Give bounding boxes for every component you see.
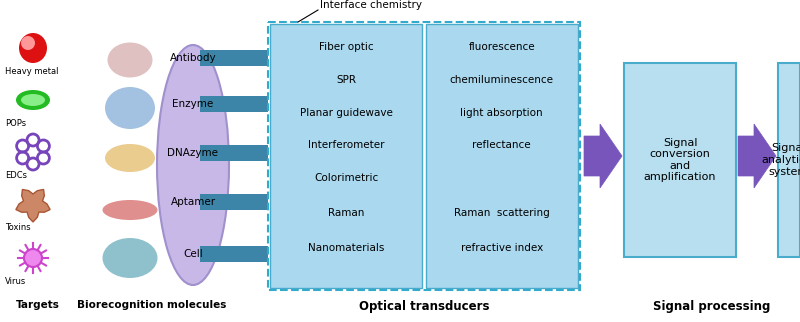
Bar	[270, 24, 422, 288]
Polygon shape	[584, 124, 622, 188]
Bar	[426, 24, 578, 288]
Bar	[200, 50, 268, 66]
Ellipse shape	[105, 87, 155, 129]
Text: reflectance: reflectance	[473, 140, 531, 150]
Text: Optical transducers: Optical transducers	[358, 300, 490, 313]
Text: Interferometer: Interferometer	[308, 140, 385, 150]
Text: Signal processing: Signal processing	[654, 300, 770, 313]
Polygon shape	[738, 124, 776, 188]
Text: Aptamer: Aptamer	[170, 197, 215, 207]
Text: Signal
analytical
system: Signal analytical system	[762, 143, 800, 176]
Text: POPs: POPs	[5, 119, 26, 128]
FancyBboxPatch shape	[778, 63, 800, 257]
Text: SPR: SPR	[336, 75, 356, 85]
FancyBboxPatch shape	[624, 63, 736, 257]
Text: Nanomaterials: Nanomaterials	[308, 243, 385, 253]
Ellipse shape	[157, 45, 229, 285]
Ellipse shape	[19, 33, 47, 63]
Text: DNAzyme: DNAzyme	[167, 148, 218, 158]
Ellipse shape	[21, 36, 35, 50]
Text: Signal
conversion
and
amplification: Signal conversion and amplification	[644, 137, 716, 182]
Bar	[200, 145, 268, 161]
Text: light absorption: light absorption	[461, 108, 543, 118]
Bar	[200, 96, 268, 112]
Text: Biorecognition molecules: Biorecognition molecules	[78, 300, 226, 310]
Text: Targets: Targets	[16, 300, 60, 310]
Ellipse shape	[102, 200, 158, 220]
Text: Enzyme: Enzyme	[172, 99, 214, 109]
Bar	[268, 22, 580, 290]
Text: Raman  scattering: Raman scattering	[454, 208, 550, 218]
Text: Antibody: Antibody	[170, 53, 216, 63]
Text: Cell: Cell	[183, 249, 203, 259]
Ellipse shape	[105, 144, 155, 172]
Text: Colorimetric: Colorimetric	[314, 173, 378, 183]
Ellipse shape	[21, 94, 45, 106]
Ellipse shape	[107, 43, 153, 78]
Text: fluorescence: fluorescence	[469, 42, 535, 52]
Text: Planar guidewave: Planar guidewave	[300, 108, 393, 118]
Ellipse shape	[16, 90, 50, 110]
Text: Virus: Virus	[5, 277, 26, 286]
Text: Raman: Raman	[328, 208, 365, 218]
Bar	[200, 194, 268, 210]
Ellipse shape	[102, 238, 158, 278]
Bar	[200, 246, 268, 262]
Text: Heavy metal: Heavy metal	[5, 67, 58, 76]
Text: EDCs: EDCs	[5, 171, 27, 180]
Text: chemiluminescence: chemiluminescence	[450, 75, 554, 85]
Text: Fiber optic: Fiber optic	[319, 42, 374, 52]
Text: Interface chemistry: Interface chemistry	[320, 0, 422, 10]
Circle shape	[24, 249, 42, 267]
Text: refractive index: refractive index	[461, 243, 543, 253]
Polygon shape	[16, 189, 50, 222]
Text: Toxins: Toxins	[5, 223, 30, 232]
